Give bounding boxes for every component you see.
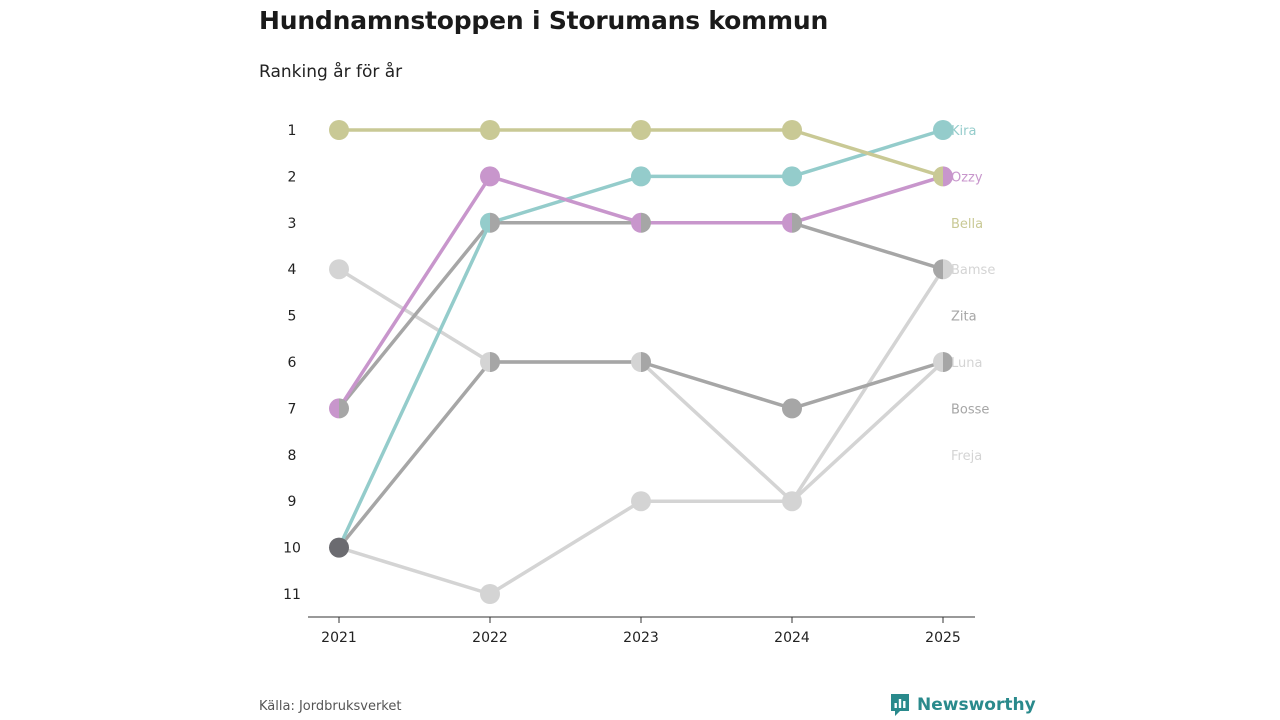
- y-tick-label: 9: [288, 494, 297, 510]
- point-luna-2024: [792, 491, 803, 512]
- point-luna-2022: [480, 584, 500, 604]
- point-bella-2022: [480, 120, 500, 140]
- point-ozzy-2023: [631, 212, 641, 233]
- y-tick-label: 1: [288, 123, 297, 139]
- point-bella-2024: [782, 120, 802, 140]
- end-label-ozzy: Ozzy: [951, 170, 983, 185]
- point-kira-2024: [782, 166, 802, 187]
- y-tick-label: 5: [288, 309, 297, 325]
- point-zita-2025: [933, 259, 943, 280]
- point-bosse-2025: [943, 352, 953, 372]
- x-tick-label: 2022: [472, 630, 508, 646]
- y-axis-labels: 1 2 3 4 5 6 7 8 9 10 11: [283, 123, 301, 603]
- point-bamse-2025: [943, 259, 953, 280]
- y-tick-label: 3: [288, 216, 297, 232]
- point-zita-2024: [792, 212, 803, 233]
- series-line-bamse: [337, 267, 945, 503]
- point-luna-2023: [631, 491, 651, 512]
- end-labels: Kira Ozzy Bella Bamse Zita Luna Bosse Freja: [951, 124, 995, 464]
- point-ozzy-2022: [480, 166, 500, 187]
- series-line-bosse: [337, 360, 945, 550]
- point-bella-2023: [631, 120, 651, 140]
- y-tick-label: 2: [288, 169, 297, 185]
- end-label-freja: Freja: [951, 449, 982, 464]
- series-line-ozzy: [337, 174, 945, 411]
- x-tick-label: 2021: [321, 630, 357, 646]
- point-luna-2025: [933, 352, 943, 372]
- source-note: Källa: Jordbruksverket: [259, 699, 402, 714]
- brand-name: Newsworthy: [917, 695, 1036, 715]
- point-bamse-2022: [480, 352, 490, 372]
- point-overlap-2021: [329, 537, 349, 558]
- y-tick-label: 8: [288, 448, 297, 464]
- end-label-zita: Zita: [951, 310, 977, 325]
- end-label-bella: Bella: [951, 217, 983, 232]
- point-zita-2022: [490, 212, 500, 233]
- y-tick-label: 10: [283, 541, 301, 557]
- point-kira-2023: [631, 166, 651, 187]
- point-zita-2023: [641, 212, 651, 233]
- brand-logo: Newsworthy: [889, 692, 1036, 718]
- point-bosse-2022: [490, 352, 500, 372]
- point-bamse-2024: [782, 491, 792, 512]
- point-ozzy-2024: [782, 212, 792, 233]
- point-ozzy-2021: [329, 398, 339, 419]
- series-line-zita: [337, 221, 945, 411]
- x-tick-label: 2023: [623, 630, 659, 646]
- point-kira-2025: [933, 120, 953, 140]
- newsworthy-logo-icon: [891, 694, 909, 716]
- point-bamse-2023: [631, 352, 641, 372]
- chart-title: Hundnamnstoppen i Storumans kommun: [259, 6, 829, 35]
- point-bella-2021: [329, 120, 349, 140]
- chart-subtitle: Ranking år för år: [259, 62, 403, 82]
- point-bamse-2021: [329, 259, 349, 280]
- y-tick-label: 7: [288, 401, 297, 417]
- x-tick-label: 2025: [925, 630, 961, 646]
- x-axis: 2021 2022 2023 2024 2025: [308, 616, 975, 646]
- x-tick-label: 2024: [774, 630, 810, 646]
- series-line-luna: [337, 360, 945, 596]
- point-bosse-2024: [782, 398, 802, 419]
- series-line-kira: [337, 128, 945, 550]
- y-tick-label: 6: [288, 355, 297, 371]
- point-zita-2021: [339, 398, 349, 419]
- point-bosse-2023: [641, 352, 651, 372]
- series-points: [329, 120, 953, 604]
- point-ozzy-2025: [943, 166, 953, 187]
- end-label-bamse: Bamse: [951, 263, 995, 278]
- end-label-luna: Luna: [951, 356, 982, 371]
- end-label-bosse: Bosse: [951, 402, 989, 417]
- end-label-kira: Kira: [951, 124, 976, 139]
- y-tick-label: 4: [288, 262, 297, 278]
- y-tick-label: 11: [283, 587, 301, 603]
- point-kira-2022: [480, 212, 490, 233]
- point-bella-2025: [933, 166, 943, 187]
